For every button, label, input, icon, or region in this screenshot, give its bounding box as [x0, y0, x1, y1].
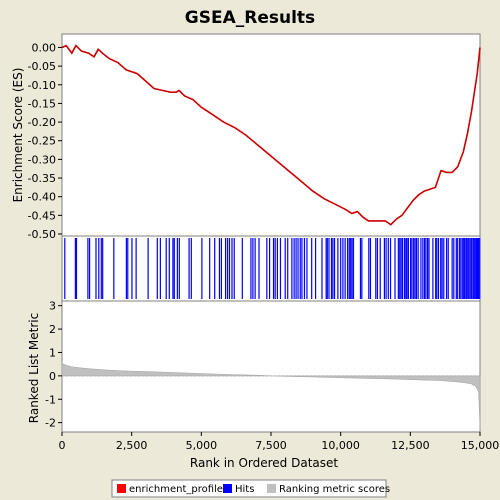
metric-y-tick-label: -2	[45, 417, 56, 430]
legend-swatch-hits	[223, 484, 232, 493]
metric-y-tick-label: 3	[49, 300, 56, 313]
es-y-tick-label: -0.10	[28, 79, 56, 92]
es-panel: 0.00 -0.05 -0.10 -0.15 -0.20 -0.25 -0.30 -0.35 -…	[11, 33, 481, 241]
es-y-tick-label: -0.15	[28, 97, 56, 110]
metric-plot-area	[61, 300, 481, 433]
x-tick-label: 5,000	[186, 439, 218, 452]
metric-panel: 3 2 1 0 -1 -2 Ranked List Metric	[27, 300, 481, 433]
metric-y-tick-label: 2	[49, 323, 56, 336]
es-y-tick-label: -0.30	[28, 153, 56, 166]
legend-label-hits: Hits	[235, 484, 254, 495]
x-axis: 0 2,500 5,000 7,500 10,000 12,500 15,000	[59, 432, 500, 452]
es-y-tick-label: 0.00	[32, 41, 57, 54]
x-tick-label: 2,500	[116, 439, 148, 452]
x-tick-label: 7,500	[255, 439, 287, 452]
ranking-metric-area	[61, 362, 481, 430]
es-y-tick-label: -0.20	[28, 116, 56, 129]
x-axis-label: Rank in Ordered Dataset	[190, 456, 338, 470]
es-y-tick-label: -0.05	[28, 60, 56, 73]
legend-label-ranking-metric: Ranking metric scores	[279, 484, 390, 495]
es-y-tick-label: -0.45	[28, 209, 56, 222]
es-y-tick-label: -0.40	[28, 191, 56, 204]
legend-swatch-enrichment-profile	[117, 484, 126, 493]
metric-y-tick-label: 0	[49, 370, 56, 383]
legend-box	[111, 479, 387, 498]
chart-title: GSEA_Results	[185, 8, 315, 28]
es-y-tick-label: -0.25	[28, 135, 56, 148]
es-y-axis-label: Enrichment Score (ES)	[11, 68, 25, 203]
es-y-tick-label: -0.50	[28, 228, 56, 241]
x-tick-label: 0	[59, 439, 66, 452]
legend-swatch-ranking-metric	[267, 484, 276, 493]
x-tick-label: 12,500	[391, 439, 430, 452]
enrichment-profile-line	[61, 44, 481, 226]
x-tick-label: 10,000	[321, 439, 360, 452]
metric-y-tick-label: -1	[45, 393, 56, 406]
es-y-tick-label: -0.35	[28, 172, 56, 185]
metric-y-tick-label: 1	[49, 346, 56, 359]
legend: enrichment_profile Hits Ranking metric s…	[111, 479, 390, 498]
legend-label-enrichment-profile: enrichment_profile	[129, 484, 223, 495]
es-plot-area	[61, 33, 481, 237]
x-tick-label: 15,000	[461, 439, 500, 452]
hits-panel	[61, 235, 481, 302]
hits-plot-area	[61, 235, 481, 302]
metric-y-axis-label: Ranked List Metric	[27, 313, 41, 423]
